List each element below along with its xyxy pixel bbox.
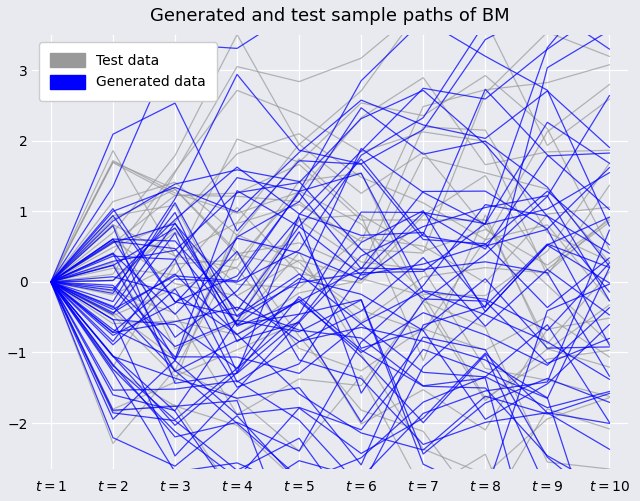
Legend: Test data, Generated data: Test data, Generated data bbox=[39, 42, 217, 101]
Title: Generated and test sample paths of BM: Generated and test sample paths of BM bbox=[150, 7, 510, 25]
